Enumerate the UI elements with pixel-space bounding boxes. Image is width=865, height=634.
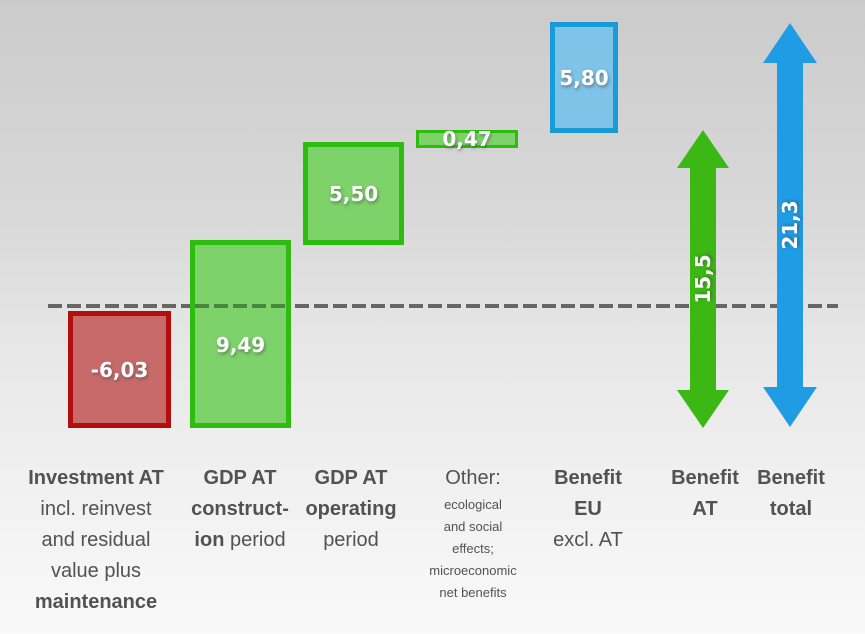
baseline-through-bar	[195, 304, 286, 308]
label-line: Benefit	[671, 467, 739, 489]
label-line: effects;	[452, 541, 494, 556]
label-line: ecological	[444, 497, 502, 512]
bar-gdp-construction: 9,49	[190, 240, 291, 428]
label-line: Benefit	[554, 467, 622, 489]
double-arrow-benefit-total: 21,3	[763, 23, 817, 427]
category-label-investment: Investment AT incl. reinvest and residua…	[10, 463, 182, 618]
bar-other-effects: 0,47	[416, 127, 518, 151]
bar-gdp-operating-value: 5,50	[328, 181, 379, 206]
bar-gdp-construction-value: 9,49	[215, 333, 266, 357]
label-line: EU	[574, 498, 602, 520]
label-line: AT	[692, 498, 718, 520]
arrow-up-icon	[677, 130, 729, 168]
label-line: Other:	[445, 467, 501, 489]
label-line: incl. reinvest	[40, 498, 152, 520]
arrow-shaft	[777, 61, 803, 389]
category-label-benefit-eu: Benefit EU excl. AT	[523, 463, 653, 556]
label-line: GDP AT	[203, 467, 277, 489]
label-line: ion period	[172, 525, 308, 556]
label-line: total	[769, 498, 813, 520]
zero-baseline-dashed	[48, 304, 838, 308]
bar-benefit-eu-value: 5,80	[559, 65, 609, 90]
label-line: operating	[305, 498, 397, 520]
arrow-up-icon	[763, 23, 817, 63]
arrow-down-icon	[677, 390, 729, 428]
arrow-down-icon	[763, 387, 817, 427]
category-label-benefit-total: Benefit total	[736, 463, 846, 525]
label-line: GDP AT	[314, 467, 388, 489]
category-label-benefit-at: Benefit AT	[650, 463, 760, 525]
label-line: Benefit	[757, 467, 825, 489]
label-line: maintenance	[34, 591, 158, 613]
label-fragment: period	[224, 529, 286, 551]
label-line: Investment AT	[28, 467, 164, 489]
category-label-gdp-operating: GDP AT operating period	[286, 463, 416, 556]
arrow-shaft	[690, 166, 716, 392]
label-fragment-bold: ion	[194, 529, 225, 551]
arrow-benefit-at-value: 15,5	[691, 254, 715, 304]
label-line: excl. AT	[553, 529, 623, 551]
label-line: microeconomic	[429, 563, 517, 578]
label-line: construct-	[191, 498, 289, 520]
label-line: and social	[443, 519, 503, 534]
bar-other-value: 0,47	[442, 127, 492, 151]
label-line: net benefits	[439, 585, 507, 600]
category-label-other: Other: ecological and social effects; mi…	[407, 463, 539, 604]
bar-investment-at: -6,03	[68, 311, 171, 428]
label-line: period	[323, 529, 379, 551]
bar-benefit-eu: 5,80	[550, 22, 618, 133]
arrow-benefit-total-value: 21,3	[778, 200, 802, 250]
category-label-gdp-construction: GDP AT construct- ion period	[172, 463, 308, 556]
label-line: and residual	[41, 529, 151, 551]
label-line: value plus	[50, 560, 142, 582]
double-arrow-benefit-at: 15,5	[677, 130, 729, 428]
bar-investment-value: -6,03	[90, 357, 149, 382]
bar-gdp-operating: 5,50	[303, 142, 404, 245]
